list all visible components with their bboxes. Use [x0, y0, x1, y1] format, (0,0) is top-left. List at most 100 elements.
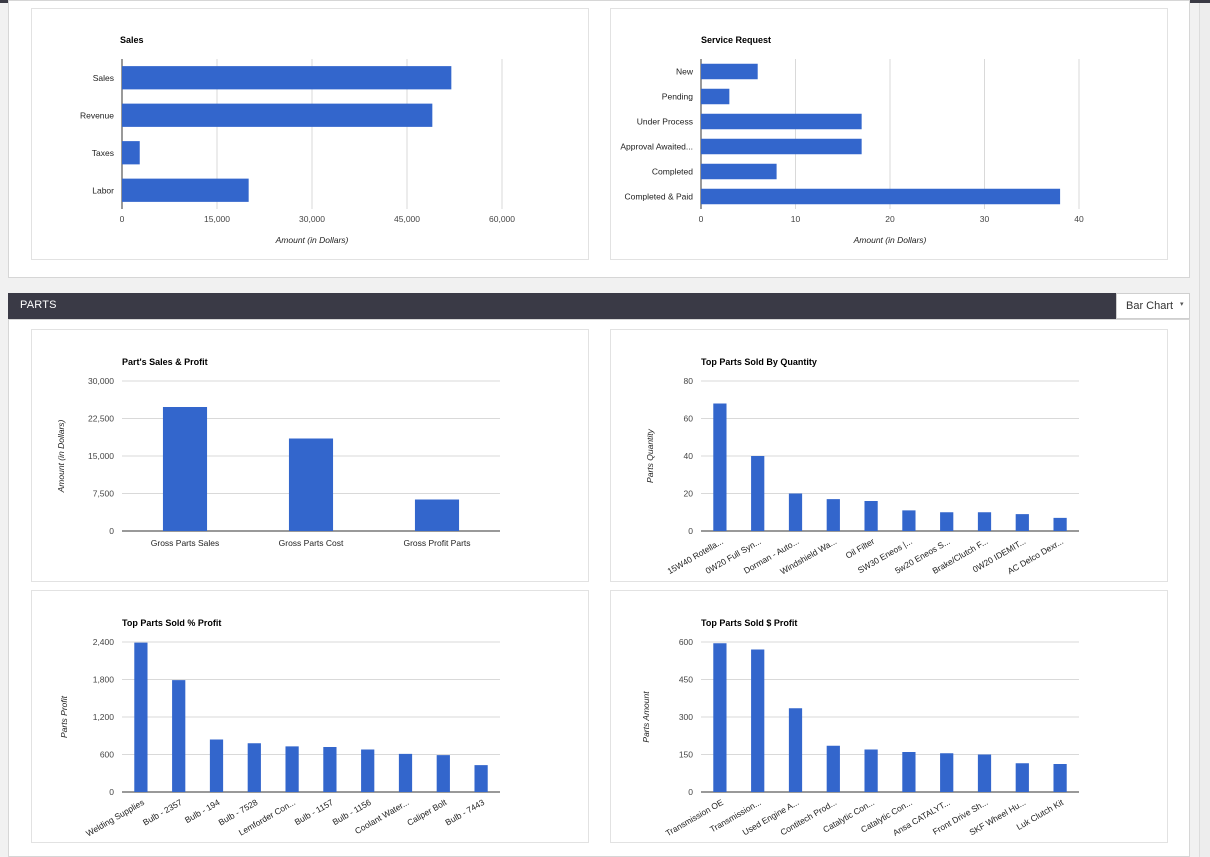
- top-parts-pct-profit-chart: Top Parts Sold % Profit 0 600 1,200 1,800 2,4…: [59, 618, 500, 838]
- y-tick-label: 150: [679, 750, 693, 760]
- chart-title: Top Parts Sold By Quantity: [701, 357, 817, 367]
- y-tick-label: 22,500: [88, 414, 114, 424]
- bar: [122, 178, 249, 202]
- bar: [247, 743, 261, 792]
- chart-title: Part's Sales & Profit: [122, 357, 208, 367]
- x-axis-title: Amount (in Dollars): [275, 235, 349, 245]
- y-axis-title: Parts Quantity: [645, 428, 655, 483]
- chart-type-selected: Bar Chart: [1126, 300, 1174, 312]
- bar: [122, 141, 140, 165]
- parts-section-title: PARTS: [20, 299, 57, 311]
- bar: [902, 510, 916, 531]
- category-label: Pending: [662, 92, 693, 102]
- category-label: Sales: [93, 73, 114, 83]
- top-parts-dollar-profit-chart: Top Parts Sold $ Profit0150300450600Tran…: [641, 618, 1079, 838]
- bar: [826, 499, 840, 531]
- category-label: Caliper Bolt: [405, 797, 449, 828]
- bar: [288, 438, 334, 531]
- bar: [398, 753, 413, 792]
- bar: [414, 499, 460, 531]
- x-tick-label: 30,000: [299, 214, 325, 224]
- category-label: Under Process: [637, 117, 693, 127]
- vertical-scrollbar[interactable]: [1199, 3, 1210, 857]
- category-label: Bulb - 1157: [293, 797, 335, 827]
- y-tick-label: 1,800: [93, 675, 115, 685]
- bar: [977, 512, 992, 531]
- x-tick-label: 20: [885, 214, 895, 224]
- bar: [1015, 514, 1029, 531]
- bar: [713, 643, 727, 792]
- bar: [122, 103, 433, 127]
- top-parts-quantity-chart: Top Parts Sold By Quantity02040608015W40…: [645, 357, 1079, 576]
- bar: [172, 680, 186, 792]
- chart-type-dropdown[interactable]: Bar Chart ▾: [1116, 293, 1190, 319]
- y-tick-label: 0: [109, 787, 114, 797]
- category-label: Revenue: [80, 110, 114, 120]
- y-tick-label: 300: [679, 712, 693, 722]
- x-tick-label: 15,000: [204, 214, 230, 224]
- bar: [788, 708, 803, 792]
- category-label: Gross Profit Parts: [403, 538, 470, 548]
- sales-chart: Sales 0 15,000 30,000 45,000 60,000 Sales Reven…: [80, 35, 515, 245]
- bar: [713, 403, 727, 531]
- y-tick-label: 0: [688, 787, 693, 797]
- y-tick-label: 600: [100, 750, 114, 760]
- top-parts-pct-profit-card: Top Parts Sold % Profit 0 600 1,200 1,800 2,4…: [31, 590, 589, 843]
- chart-title: Top Parts Sold $ Profit: [701, 618, 797, 628]
- bar: [361, 749, 375, 792]
- top-parts-quantity-card: Top Parts Sold By Quantity 0 20 40 60 80 15W40…: [610, 329, 1168, 582]
- bar: [751, 649, 765, 792]
- chart-title: Service Request: [701, 35, 771, 45]
- parts-sales-profit-card: Part's Sales & Profit 0 7,500 15,000 22,500 3…: [31, 329, 589, 582]
- bar: [1015, 763, 1029, 792]
- parts-sales-profit-chart: Part's Sales & Profit 0 7,500 15,000 22,500 3…: [56, 357, 500, 548]
- bar: [826, 745, 840, 792]
- bar: [751, 456, 765, 531]
- y-tick-label: 7,500: [93, 489, 115, 499]
- x-axis-title: Amount (in Dollars): [853, 235, 927, 245]
- bar: [209, 739, 224, 792]
- bar: [1053, 764, 1067, 792]
- y-tick-label: 1,200: [93, 712, 115, 722]
- y-tick-label: 0: [688, 526, 693, 536]
- bar: [162, 407, 208, 531]
- bar: [864, 501, 878, 531]
- chart-title: Sales: [120, 35, 144, 45]
- bar: [701, 138, 862, 155]
- category-label: Completed & Paid: [624, 192, 693, 202]
- category-label: Labor: [92, 185, 114, 195]
- y-tick-label: 60: [684, 414, 694, 424]
- y-tick-label: 20: [684, 489, 694, 499]
- category-label: Bulb - 194: [183, 797, 222, 825]
- x-tick-label: 0: [120, 214, 125, 224]
- bar: [940, 512, 954, 531]
- bar: [1053, 517, 1067, 531]
- bar: [864, 749, 878, 792]
- y-axis-title: Parts Amount: [641, 691, 651, 743]
- category-label: Taxes: [92, 148, 114, 158]
- bar: [902, 752, 916, 792]
- x-tick-label: 45,000: [394, 214, 420, 224]
- x-tick-label: 10: [791, 214, 801, 224]
- bar: [701, 113, 862, 130]
- y-tick-label: 40: [684, 451, 694, 461]
- y-tick-label: 600: [679, 637, 693, 647]
- chevron-down-icon: ▾: [1180, 301, 1184, 308]
- y-tick-label: 30,000: [88, 376, 114, 386]
- y-tick-label: 80: [684, 376, 694, 386]
- category-label: Approval Awaited...: [620, 142, 693, 152]
- service-request-chart: Service Request 0 10 20 30 40 New Pending Under …: [620, 35, 1084, 245]
- bar: [701, 88, 730, 105]
- bar: [436, 755, 450, 792]
- category-label: Welding Supplies: [84, 797, 146, 838]
- x-tick-label: 60,000: [489, 214, 515, 224]
- bar: [474, 765, 488, 792]
- y-tick-label: 0: [109, 526, 114, 536]
- category-label: Gross Parts Cost: [279, 538, 344, 548]
- category-label: New: [676, 67, 694, 77]
- parts-section-header: PARTS: [8, 293, 1190, 319]
- y-tick-label: 2,400: [93, 637, 115, 647]
- sales-chart-card: Sales 0 15,000 30,000 45,000 60,000 Sales Reven…: [31, 8, 589, 260]
- bar: [940, 753, 954, 792]
- bar: [977, 754, 992, 792]
